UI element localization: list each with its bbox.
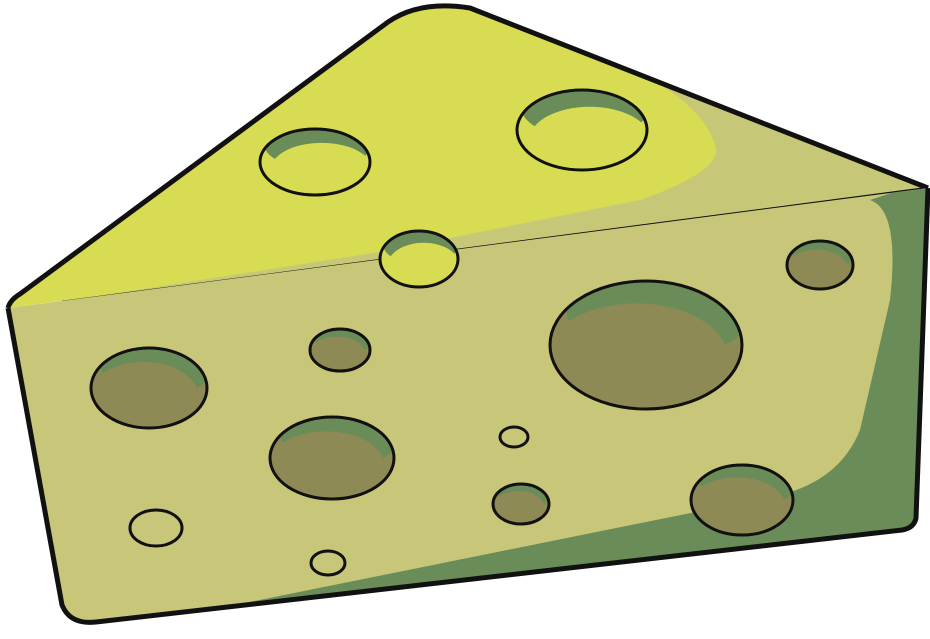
hole-front-10	[309, 549, 347, 577]
hole-outline	[268, 415, 396, 501]
hole-floor	[271, 142, 370, 195]
hole-floor	[91, 362, 199, 428]
top-face-outline	[5, 3, 929, 309]
hole-floor	[787, 249, 849, 289]
top-face-shade	[60, 55, 928, 302]
front-face-outline	[5, 187, 930, 625]
hole-outline	[308, 327, 372, 373]
hole-outline	[89, 346, 209, 430]
hole-outline	[309, 549, 347, 577]
hole-floor	[270, 431, 385, 499]
hole-floor	[493, 491, 545, 524]
hole-outline	[785, 239, 855, 291]
hole-front-1	[89, 346, 209, 430]
hole-fill	[500, 427, 528, 447]
hole-front-9	[128, 508, 184, 548]
hole-front-2	[308, 327, 372, 373]
hole-outline	[378, 229, 460, 289]
hole-outline	[548, 279, 744, 411]
hole-fill	[311, 551, 345, 575]
hole-fill	[130, 510, 182, 546]
hole-floor	[691, 477, 786, 535]
hole-front-5	[785, 239, 855, 291]
hole-outline	[689, 463, 795, 537]
hole-floor	[310, 336, 366, 371]
hole-outline	[128, 508, 184, 548]
hole-floor	[387, 242, 458, 287]
hole-front-8	[498, 425, 530, 449]
hole-outline	[515, 88, 649, 172]
hole-floor	[530, 106, 647, 170]
hole-outline	[491, 482, 551, 526]
hole-outline	[258, 127, 372, 197]
top-face-base	[8, 5, 928, 308]
front-holes	[89, 239, 855, 577]
hole-outline	[498, 425, 530, 449]
hole-floor	[550, 303, 728, 409]
